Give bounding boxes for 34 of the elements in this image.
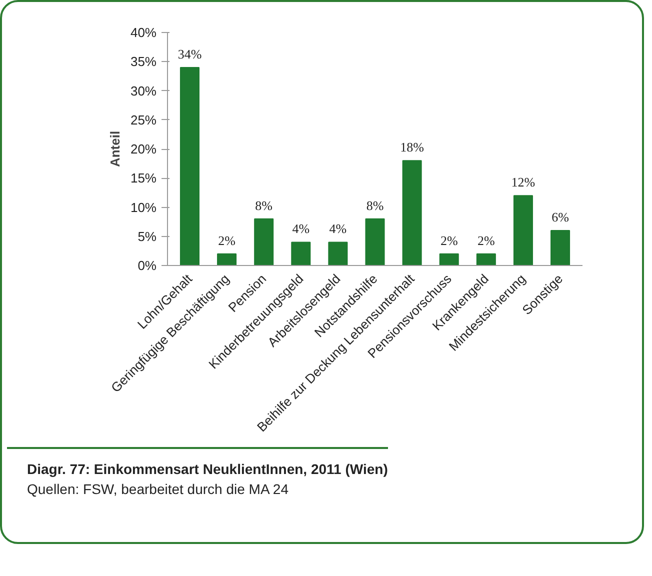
text: Diagr. 77: Einkommensart NeuklientInnen, 2011 (Wien)	[27, 461, 388, 477]
bar	[365, 218, 385, 266]
data-label: 2%	[477, 232, 495, 248]
bar	[402, 160, 422, 266]
data-label: 12%	[511, 174, 536, 190]
y-tick-label: 15%	[130, 170, 157, 186]
data-label: 8%	[366, 198, 384, 213]
y-tick-label: 35%	[130, 54, 157, 70]
y-tick-label: 25%	[130, 112, 157, 128]
bar	[439, 253, 459, 266]
bar	[476, 253, 496, 266]
bar	[180, 66, 200, 266]
data-label: 4%	[292, 221, 310, 236]
bar	[217, 253, 237, 266]
y-tick-label: 5%	[138, 228, 157, 244]
y-tick-label: 0%	[138, 258, 157, 273]
data-label: 4%	[329, 221, 347, 236]
y-tick-label: 40%	[130, 25, 157, 40]
bar	[254, 218, 274, 266]
data-label: 18%	[400, 140, 424, 155]
bar	[328, 242, 348, 266]
y-axis-title: Anteil	[107, 130, 122, 168]
bar	[550, 230, 570, 266]
y-tick-label: 10%	[130, 200, 157, 215]
source-note: Quellen: FSW, bearbeitet durch die MA 24	[27, 481, 288, 497]
data-label: 2%	[218, 232, 236, 248]
bar	[513, 195, 533, 266]
data-label: 2%	[440, 232, 458, 248]
data-label: 34%	[178, 46, 202, 62]
data-label: 8%	[255, 198, 273, 213]
data-label: 6%	[552, 210, 570, 225]
bar	[291, 242, 311, 266]
y-tick-label: 20%	[130, 142, 157, 156]
y-tick-label: 30%	[130, 83, 157, 98]
